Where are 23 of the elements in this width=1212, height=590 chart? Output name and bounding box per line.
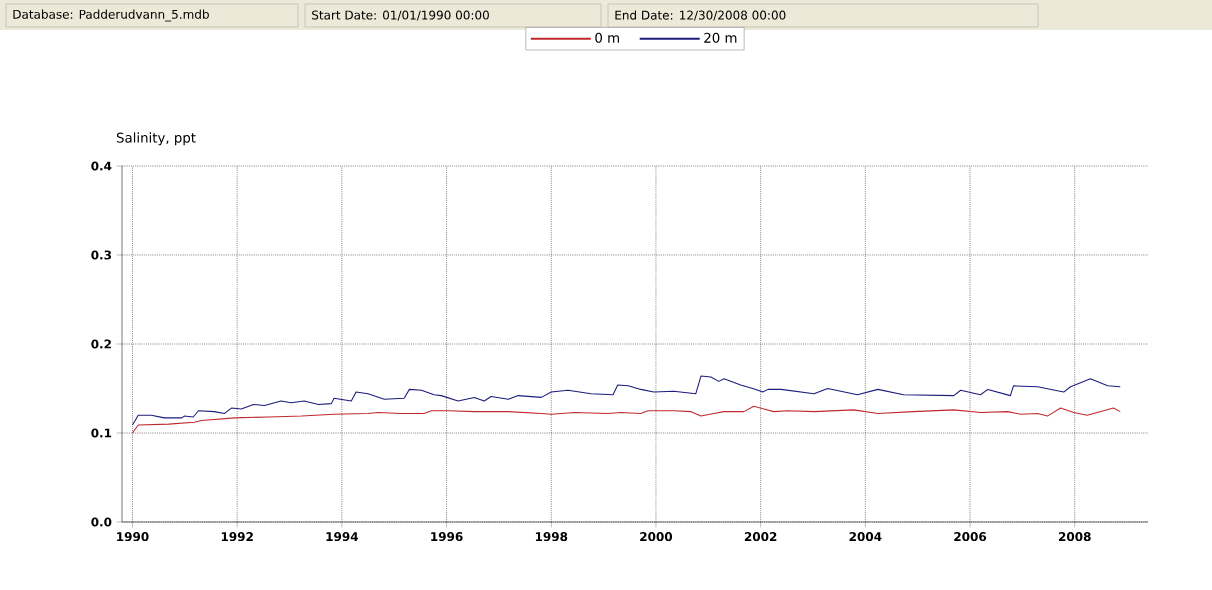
x-tick-label: 2008 xyxy=(1058,532,1091,542)
y-axis-title: Salinity, ppt xyxy=(116,132,196,146)
y-tick-label: 0.0 xyxy=(91,517,112,527)
y-tick-label: 0.4 xyxy=(91,161,112,171)
x-tick-label: 2002 xyxy=(744,532,777,542)
y-tick-label: 0.2 xyxy=(91,339,111,349)
x-tick-label: 2004 xyxy=(849,532,882,542)
text: Database: Padderudvann_5.mdb xyxy=(13,9,209,22)
text: Start Date: 01/01/1990 00:00 xyxy=(312,10,489,21)
x-tick-label: 1994 xyxy=(326,532,359,542)
x-tick-label: 2006 xyxy=(954,532,987,542)
text: End Date: 12/30/2008 00:00 xyxy=(615,10,786,21)
y-tick-label: 0.3 xyxy=(91,250,112,260)
x-tick-label: 1996 xyxy=(431,532,463,542)
x-tick-label: 1990 xyxy=(117,532,149,542)
line-series xyxy=(131,405,1121,434)
x-tick-label: 1992 xyxy=(221,532,253,542)
x-tick-label: 1998 xyxy=(535,532,568,542)
line-series xyxy=(131,375,1121,426)
legend-label: 0 m xyxy=(595,32,619,43)
y-tick-label: 0.1 xyxy=(91,428,112,438)
x-tick-label: 2000 xyxy=(640,532,673,542)
legend-label: 20 m xyxy=(704,32,737,43)
